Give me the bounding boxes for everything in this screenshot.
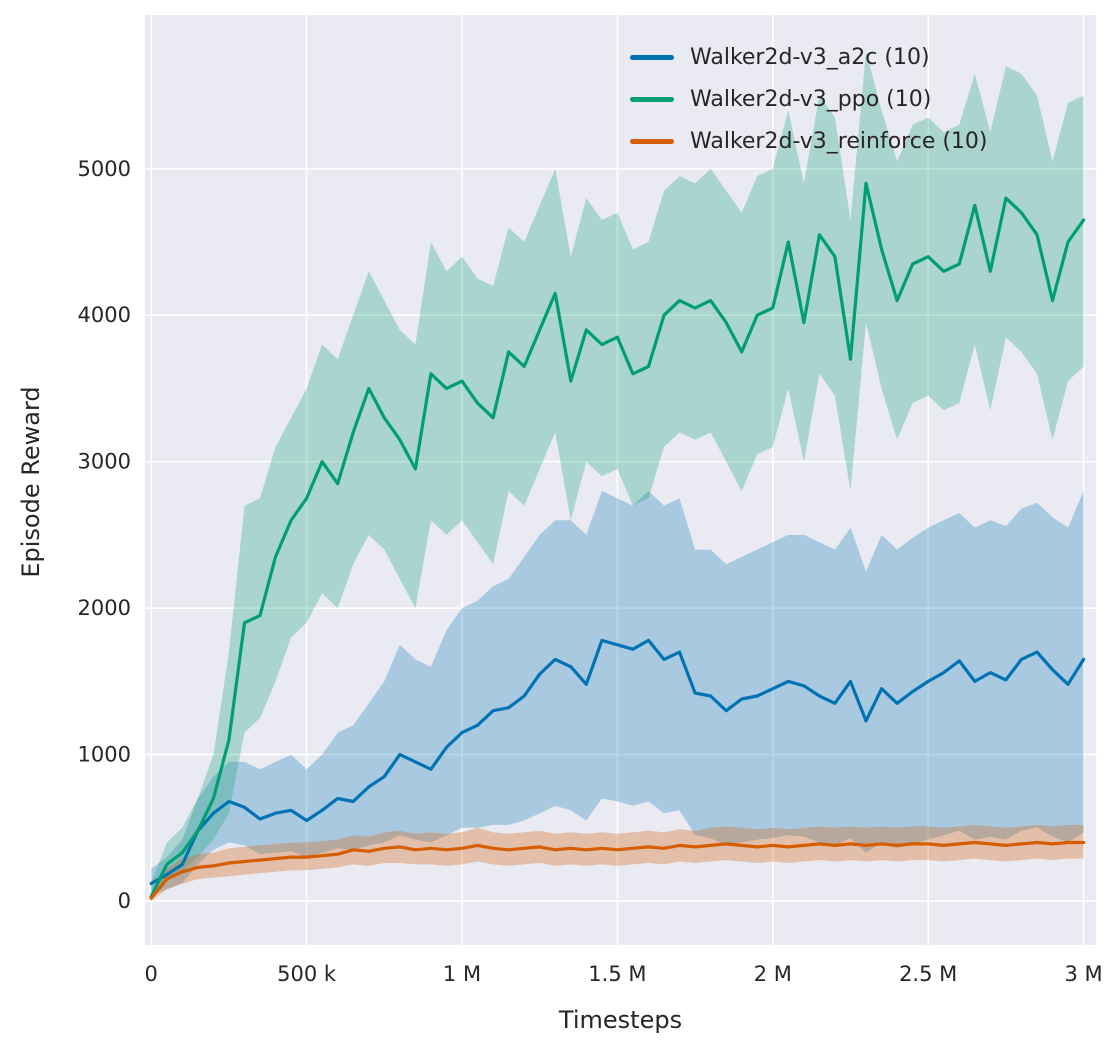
y-tick-label: 2000 — [78, 596, 131, 620]
x-tick-label: 1.5 M — [588, 962, 646, 986]
x-tick-label: 2 M — [754, 962, 792, 986]
confidence-band-a2c — [151, 491, 1084, 896]
line-a2c — [149, 638, 1086, 886]
legend-item-reinforce: Walker2d-v3_reinforce (10) — [630, 120, 988, 162]
x-tick-label: 2.5 M — [899, 962, 957, 986]
y-tick-label: 0 — [118, 889, 131, 913]
x-tick-label: 1 M — [443, 962, 481, 986]
x-axis-label: Timesteps — [558, 1006, 683, 1034]
y-axis-label: Episode Reward — [17, 386, 45, 578]
line-ppo — [149, 181, 1086, 899]
legend-swatch-reinforce-icon — [630, 138, 674, 144]
legend-swatch-ppo-icon — [630, 96, 674, 102]
y-tick-label: 4000 — [78, 303, 131, 327]
legend-item-a2c: Walker2d-v3_a2c (10) — [630, 36, 988, 78]
y-tick-label: 3000 — [78, 450, 131, 474]
legend-swatch-a2c-icon — [630, 54, 674, 60]
confidence-band-ppo — [151, 51, 1084, 902]
legend-label-reinforce: Walker2d-v3_reinforce (10) — [690, 128, 988, 154]
x-tick-label: 500 k — [277, 962, 337, 986]
legend-label-ppo: Walker2d-v3_ppo (10) — [690, 86, 932, 112]
legend-label-a2c: Walker2d-v3_a2c (10) — [690, 44, 930, 70]
y-tick-label: 5000 — [78, 157, 131, 181]
x-tick-label: 0 — [145, 962, 158, 986]
legend-item-ppo: Walker2d-v3_ppo (10) — [630, 78, 988, 120]
plot-area — [145, 15, 1096, 945]
legend: Walker2d-v3_a2c (10) Walker2d-v3_ppo (10… — [630, 36, 988, 162]
y-tick-label: 1000 — [78, 743, 131, 767]
x-tick-label: 3 M — [1064, 962, 1102, 986]
line-reinforce — [149, 840, 1086, 900]
